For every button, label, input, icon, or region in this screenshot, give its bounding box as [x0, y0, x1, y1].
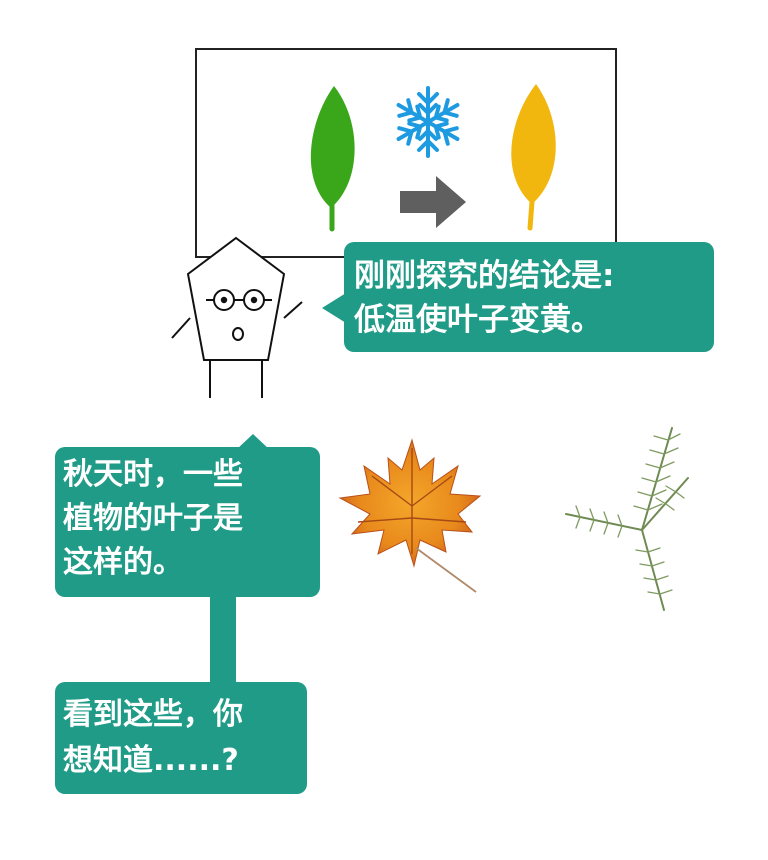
conclusion-line-2: 低温使叶子变黄。	[354, 302, 602, 338]
autumn-bubble-tail	[236, 434, 270, 450]
question-line-1: 看到这些，你	[63, 697, 243, 732]
autumn-speech-bubble: 秋天时，一些 植物的叶子是 这样的。	[55, 447, 320, 597]
autumn-line-2: 植物的叶子是	[63, 501, 243, 536]
bubble-connector	[210, 590, 236, 690]
yellow-leaf-icon	[511, 84, 556, 231]
pine-branch-image	[565, 427, 689, 611]
autumn-line-1: 秋天时，一些	[63, 457, 243, 492]
autumn-line-3: 这样的。	[63, 545, 183, 580]
green-leaf-icon	[310, 86, 355, 232]
maple-leaf-image	[338, 438, 482, 593]
conclusion-line-1: 刚刚探究的结论是:	[354, 258, 615, 294]
snowflake-icon	[392, 86, 464, 158]
conclusion-speech-bubble: 刚刚探究的结论是: 低温使叶子变黄。	[344, 242, 714, 352]
question-speech-bubble: 看到这些，你 想知道......?	[55, 682, 307, 794]
pentagon-character	[171, 236, 303, 398]
arrow-right-icon	[400, 176, 466, 228]
conclusion-bubble-tail	[322, 293, 346, 323]
question-line-2: 想知道......?	[63, 743, 239, 778]
